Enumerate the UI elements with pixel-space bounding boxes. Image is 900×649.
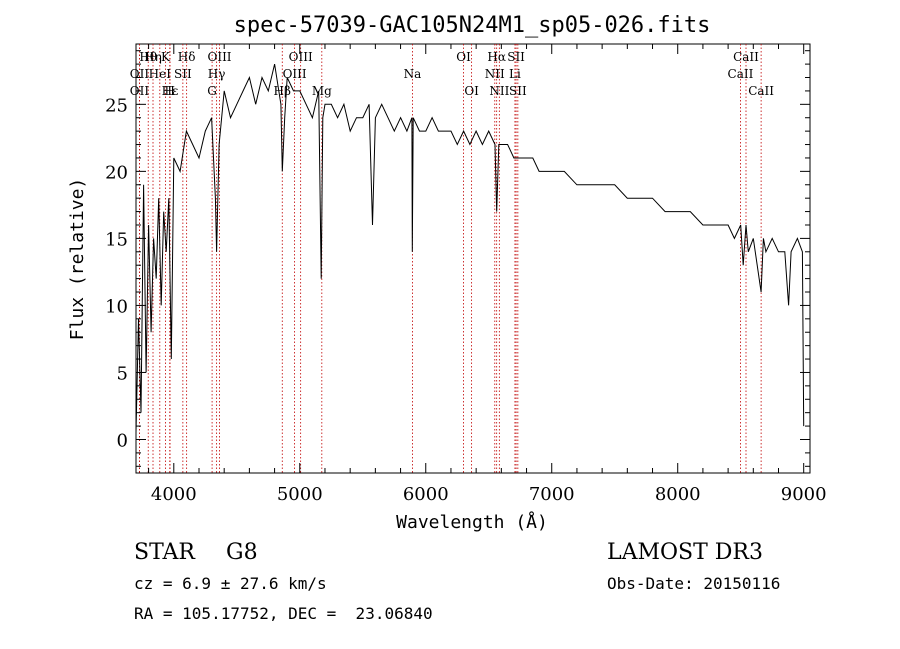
marker-label-oi: OI: [464, 84, 479, 98]
emission-line-markers: [139, 44, 762, 473]
marker-label-sii: SII: [509, 84, 527, 98]
marker-label-oi: OI: [456, 50, 471, 64]
ra-dec-coordinates: RA = 105.17752, DEC = 23.06840: [134, 604, 433, 623]
marker-label-hα: Hα: [487, 50, 506, 64]
marker-label-nii: NII: [485, 67, 505, 81]
marker-label-oiii: OIII: [207, 50, 231, 64]
marker-label-sii: SII: [174, 67, 192, 81]
marker-label-li: Li: [509, 67, 521, 81]
marker-label-oiii: OIII: [283, 67, 307, 81]
y-tick-label: 15: [105, 229, 128, 250]
y-axis-ticks: 0 5 10 15 20 25: [105, 50, 810, 467]
marker-label-k: K: [161, 50, 171, 64]
spectrum-line: [135, 63, 805, 433]
marker-label-g: G: [207, 84, 217, 98]
object-subclass: G8: [226, 540, 258, 565]
marker-label-hei: HeI: [149, 67, 172, 81]
x-tick-label: 8000: [655, 484, 701, 505]
chart-title: spec-57039-GAC105N24M1_sp05-026.fits: [234, 13, 711, 38]
marker-label-mg: Mg: [312, 84, 332, 98]
x-tick-label: 6000: [403, 484, 449, 505]
y-axis-label: Flux (relative): [67, 178, 88, 341]
obs-date: Obs-Date: 20150116: [607, 574, 780, 593]
marker-label-caii: CaII: [733, 50, 759, 64]
marker-label-oii: OII: [130, 67, 150, 81]
redshift-cz: cz = 6.9 ± 27.6 km/s: [134, 574, 327, 593]
marker-label-na: Na: [404, 67, 422, 81]
object-class: STAR: [134, 540, 196, 565]
marker-label-caii: CaII: [728, 67, 754, 81]
marker-label-hγ: Hγ: [208, 67, 226, 81]
marker-label-nii: NII: [489, 84, 509, 98]
marker-label-hβ: Hβ: [274, 84, 291, 98]
marker-label-sii: SII: [507, 50, 525, 64]
plot-frame: [135, 43, 811, 474]
y-tick-label: 25: [105, 95, 128, 116]
x-tick-label: 4000: [151, 484, 197, 505]
marker-label-h: H: [165, 84, 175, 98]
marker-label-hδ: Hδ: [178, 50, 196, 64]
x-tick-label: 5000: [277, 484, 323, 505]
y-tick-label: 0: [117, 430, 128, 451]
marker-label-oiii: OIII: [289, 50, 313, 64]
marker-label-caii: CaII: [748, 84, 774, 98]
y-tick-label: 20: [105, 162, 128, 183]
survey-name: LAMOST DR3: [607, 540, 763, 565]
marker-label-hη: Hη: [144, 50, 162, 64]
marker-label-hε: Hε: [162, 84, 179, 98]
y-tick-label: 10: [105, 296, 128, 317]
x-axis-label: Wavelength (Å): [396, 511, 548, 533]
x-tick-label: 9000: [781, 484, 827, 505]
x-tick-label: 7000: [529, 484, 575, 505]
marker-label-hθ: Hθ: [139, 50, 157, 64]
x-axis-ticks: 4000 5000 6000 7000 8000 9000: [148, 44, 827, 505]
y-tick-label: 5: [117, 363, 128, 384]
